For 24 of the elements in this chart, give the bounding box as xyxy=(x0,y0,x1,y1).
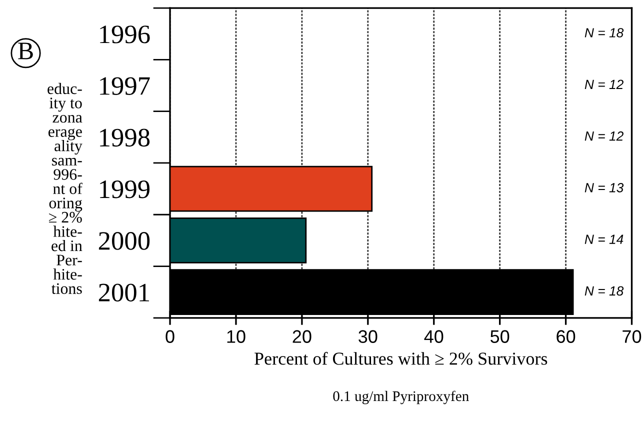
x-axis-title: Percent of Cultures with ≥ 2% Survivors xyxy=(254,352,548,365)
annotation: N = 18 xyxy=(584,28,624,38)
y-tick-label: 1998 xyxy=(100,128,150,147)
annotation: N = 18 xyxy=(584,286,624,296)
annotation: N = 13 xyxy=(584,183,624,192)
x-tick-label: 60 xyxy=(556,330,576,343)
x-tick-label: 0 xyxy=(166,330,174,343)
annotation: N = 14 xyxy=(584,234,624,244)
y-tick-label: 1997 xyxy=(100,77,150,95)
y-tick-label: 2000 xyxy=(98,232,150,250)
annotation: N = 12 xyxy=(584,131,624,141)
x-tick-label: 70 xyxy=(622,330,642,343)
x-tick-label: 20 xyxy=(292,330,312,343)
text: educ- ity to zona erage ality sam- 996- nt of oring ≥ 2% hite- ed in Per- hite- tions xyxy=(48,82,82,294)
y-tick-label: 1999 xyxy=(100,180,150,198)
y-tick-label: 1996 xyxy=(100,26,150,44)
y-tick-label: 2001 xyxy=(98,284,149,302)
x-tick-label: 40 xyxy=(424,330,444,343)
x-tick-label: 10 xyxy=(227,330,246,343)
annotation: N = 12 xyxy=(584,80,624,89)
text: 0.1 ug/ml Pyriproxyfen xyxy=(333,390,469,404)
x-tick-label: 30 xyxy=(358,330,378,343)
text: B xyxy=(18,42,33,60)
x-tick-label: 50 xyxy=(490,330,510,343)
